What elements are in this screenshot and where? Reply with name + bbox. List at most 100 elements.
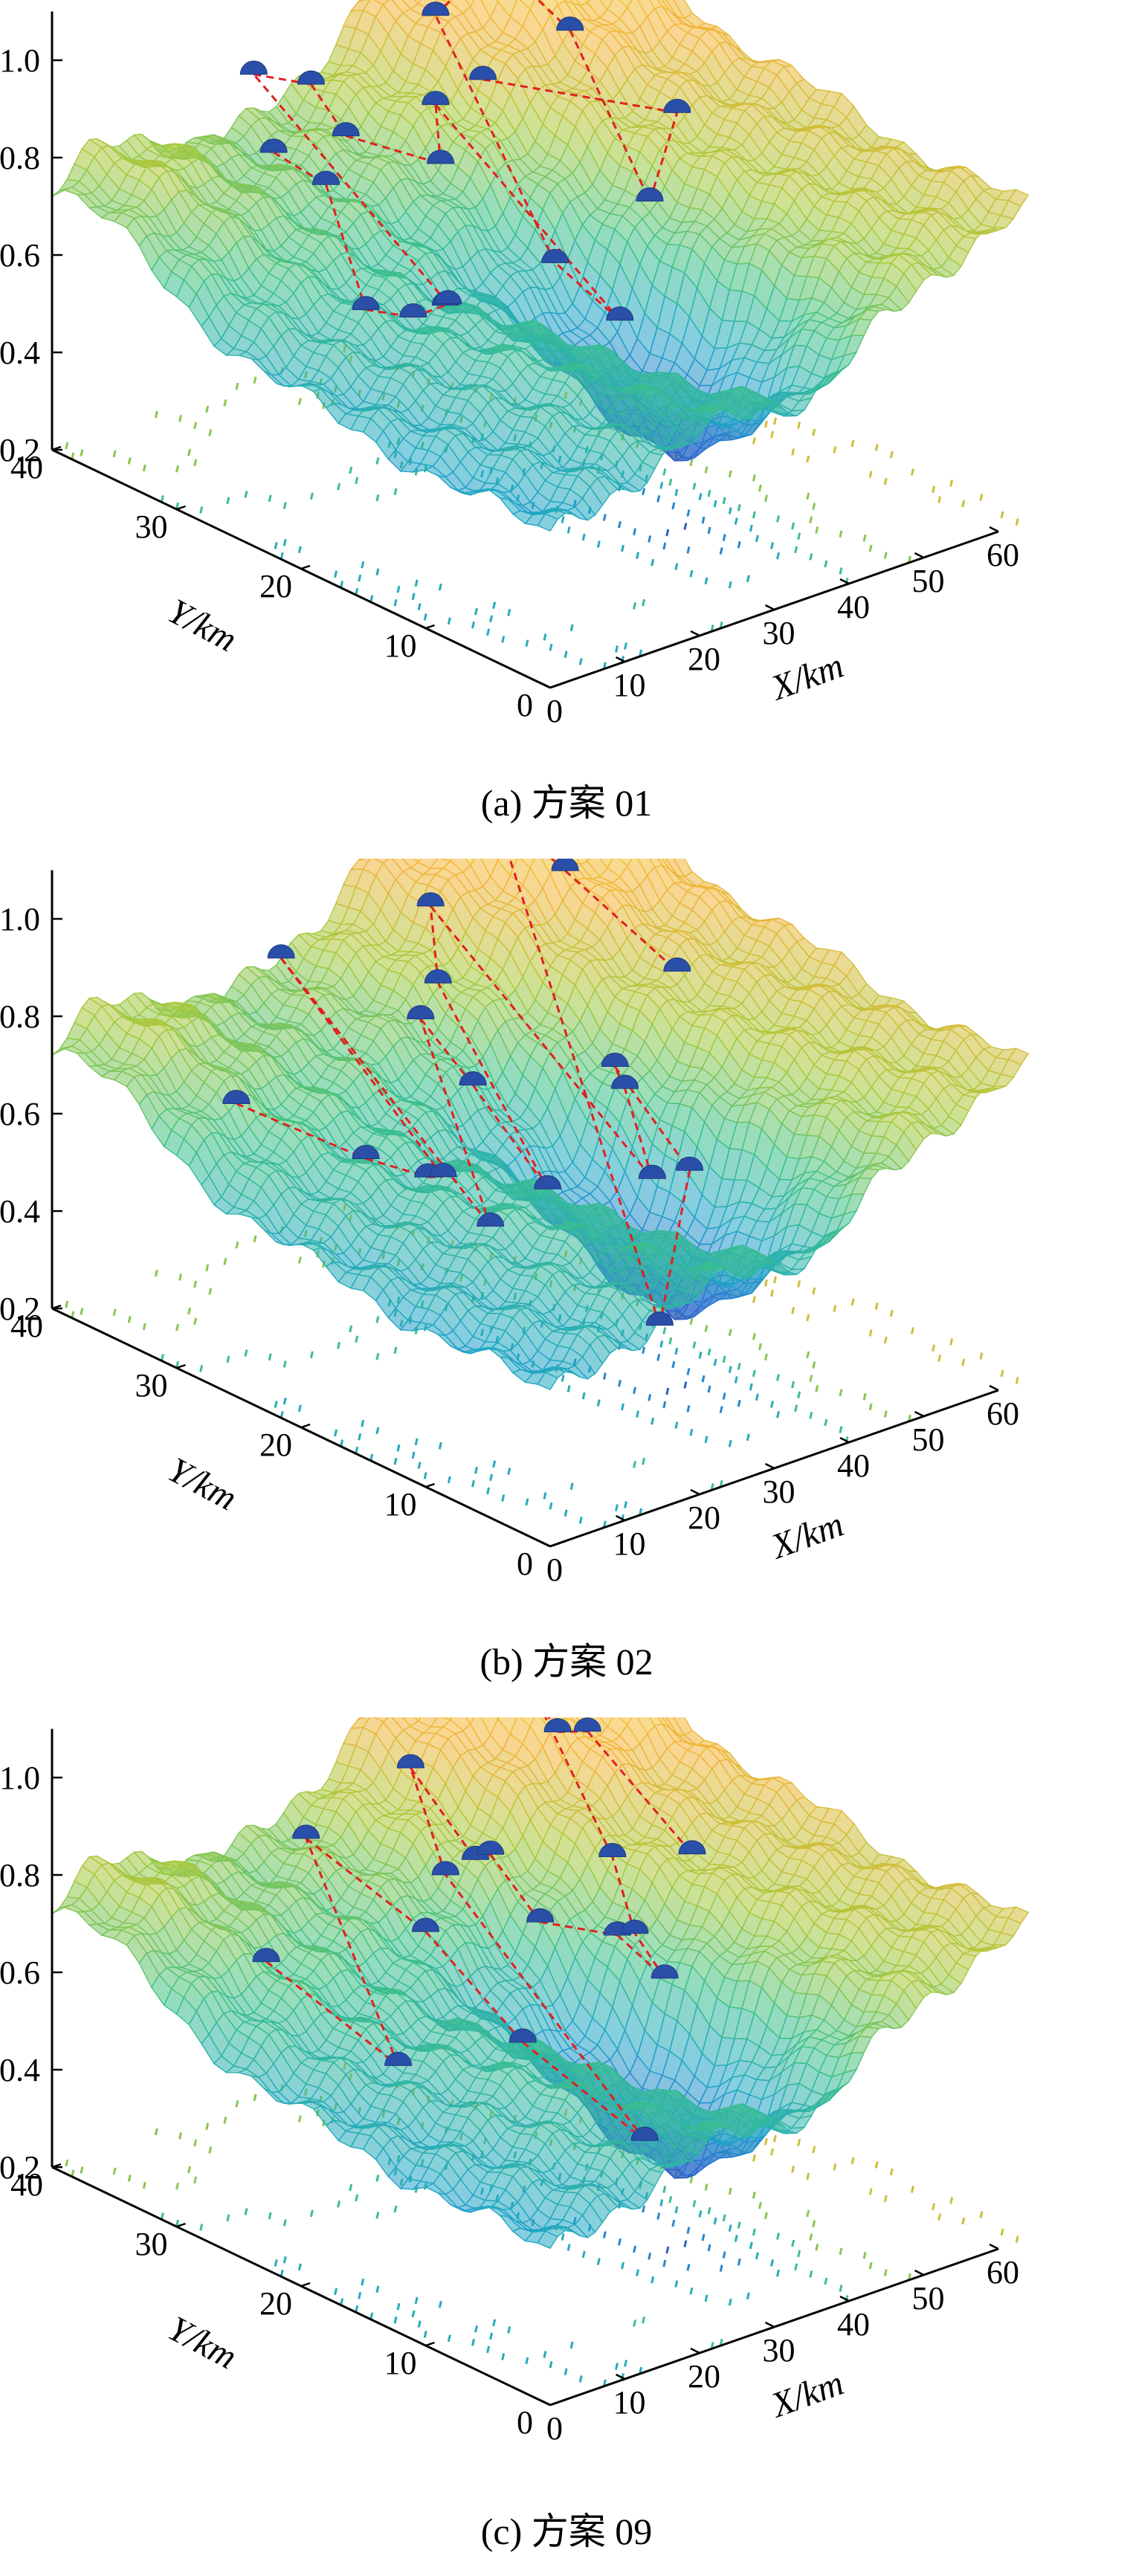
contour-segment xyxy=(581,1392,586,1400)
contour-segment xyxy=(486,1487,491,1495)
contour-segment xyxy=(734,517,738,525)
route-segment xyxy=(554,262,621,321)
contour-segment xyxy=(223,399,227,407)
contour-segment xyxy=(492,1460,497,1468)
y-tick-label: 30 xyxy=(135,509,168,545)
surface-cell xyxy=(349,859,371,871)
contour-segment xyxy=(764,1279,768,1287)
contour-segment xyxy=(596,540,601,548)
contour-segment xyxy=(707,1348,711,1356)
contour-segment xyxy=(674,488,679,497)
contour-segment xyxy=(689,1317,694,1326)
y-tick-label: 10 xyxy=(384,627,417,664)
contour-segment xyxy=(850,439,855,448)
contour-segment xyxy=(561,516,565,523)
contour-segment xyxy=(764,494,768,503)
contour-segment xyxy=(659,1340,664,1348)
contour-segment xyxy=(642,1346,646,1355)
contour-segment xyxy=(812,503,816,510)
contour-segment xyxy=(154,1269,158,1277)
contour-segment xyxy=(205,405,210,413)
contour-segment xyxy=(208,429,213,436)
contour-segment xyxy=(776,515,780,523)
contour-segment xyxy=(358,574,362,582)
contour-segment xyxy=(868,1329,873,1337)
terrain-surface xyxy=(51,859,1030,1390)
x-tick xyxy=(839,578,850,585)
contour-segment xyxy=(471,1479,475,1488)
x-tick xyxy=(690,630,700,637)
contour-segment xyxy=(414,1438,419,1446)
contour-segment xyxy=(713,500,717,508)
contour-segment xyxy=(776,552,780,560)
contour-segment xyxy=(949,1338,954,1346)
contour-segment xyxy=(932,1344,936,1352)
route-lines xyxy=(253,0,679,321)
contour-segment xyxy=(566,526,571,534)
contour-segment xyxy=(812,1361,816,1369)
contour-segment xyxy=(809,516,813,523)
x-tick-label: 10 xyxy=(613,667,646,703)
contour-segment xyxy=(564,651,568,659)
contour-segment xyxy=(764,1353,768,1361)
contour-segment xyxy=(578,1517,583,1524)
contour-segment xyxy=(525,639,529,648)
contour-segment xyxy=(961,1358,966,1366)
contour-segment xyxy=(561,1375,565,1382)
contour-segment xyxy=(686,1368,691,1375)
contour-segment xyxy=(358,1433,362,1441)
x-tick xyxy=(540,682,551,689)
contour-segment xyxy=(758,484,762,492)
contour-segment xyxy=(683,523,688,530)
contour-segment xyxy=(862,534,867,542)
contour-segment xyxy=(208,1288,213,1295)
contour-segment xyxy=(525,1498,529,1506)
contour-segment xyxy=(205,1264,210,1272)
node-marker xyxy=(352,296,380,311)
surface-cell xyxy=(465,0,475,8)
contour-segment xyxy=(662,542,667,550)
surface-cell xyxy=(599,0,613,10)
node-marker xyxy=(422,1,450,16)
contour-segment xyxy=(393,1457,398,1465)
route-segment xyxy=(648,112,679,201)
contour-segment xyxy=(749,1383,753,1391)
x-tick-label: 40 xyxy=(837,589,870,625)
contour-segment xyxy=(728,581,732,589)
contour-segment xyxy=(297,546,302,554)
x-axis-label: X/km xyxy=(765,646,849,708)
contour-segment xyxy=(253,1235,257,1243)
surface-cell xyxy=(372,859,390,864)
contour-segment xyxy=(791,1381,795,1389)
contour-segment xyxy=(683,1381,688,1389)
contour-segment xyxy=(309,492,314,500)
contour-segment xyxy=(674,1347,679,1355)
route-segment xyxy=(569,30,651,202)
contour-segment xyxy=(812,428,816,436)
contour-segment xyxy=(722,1392,726,1400)
node-marker xyxy=(663,98,691,113)
contour-segment xyxy=(797,422,801,429)
contour-segment xyxy=(297,398,302,405)
contour-projection xyxy=(65,1204,1019,1529)
surface-cell xyxy=(358,0,367,2)
contour-segment xyxy=(791,522,795,530)
contour-segment xyxy=(596,1399,601,1407)
node-marker xyxy=(259,138,288,153)
contour-segment xyxy=(773,417,777,425)
x-tick xyxy=(764,604,775,611)
contour-segment xyxy=(642,598,646,607)
contour-segment xyxy=(393,1346,398,1355)
contour-segment xyxy=(642,1457,646,1465)
contour-segment xyxy=(665,1387,670,1395)
contour-segment xyxy=(361,561,365,569)
contour-segment xyxy=(752,1296,756,1303)
contour-segment xyxy=(633,1387,637,1395)
contour-segment xyxy=(758,1343,762,1351)
contour-segment xyxy=(707,526,711,535)
contour-segment xyxy=(910,468,914,476)
contour-segment xyxy=(349,466,353,474)
contour-segment xyxy=(755,1393,759,1401)
contour-segment xyxy=(689,1428,694,1436)
contour-segment xyxy=(704,577,708,585)
